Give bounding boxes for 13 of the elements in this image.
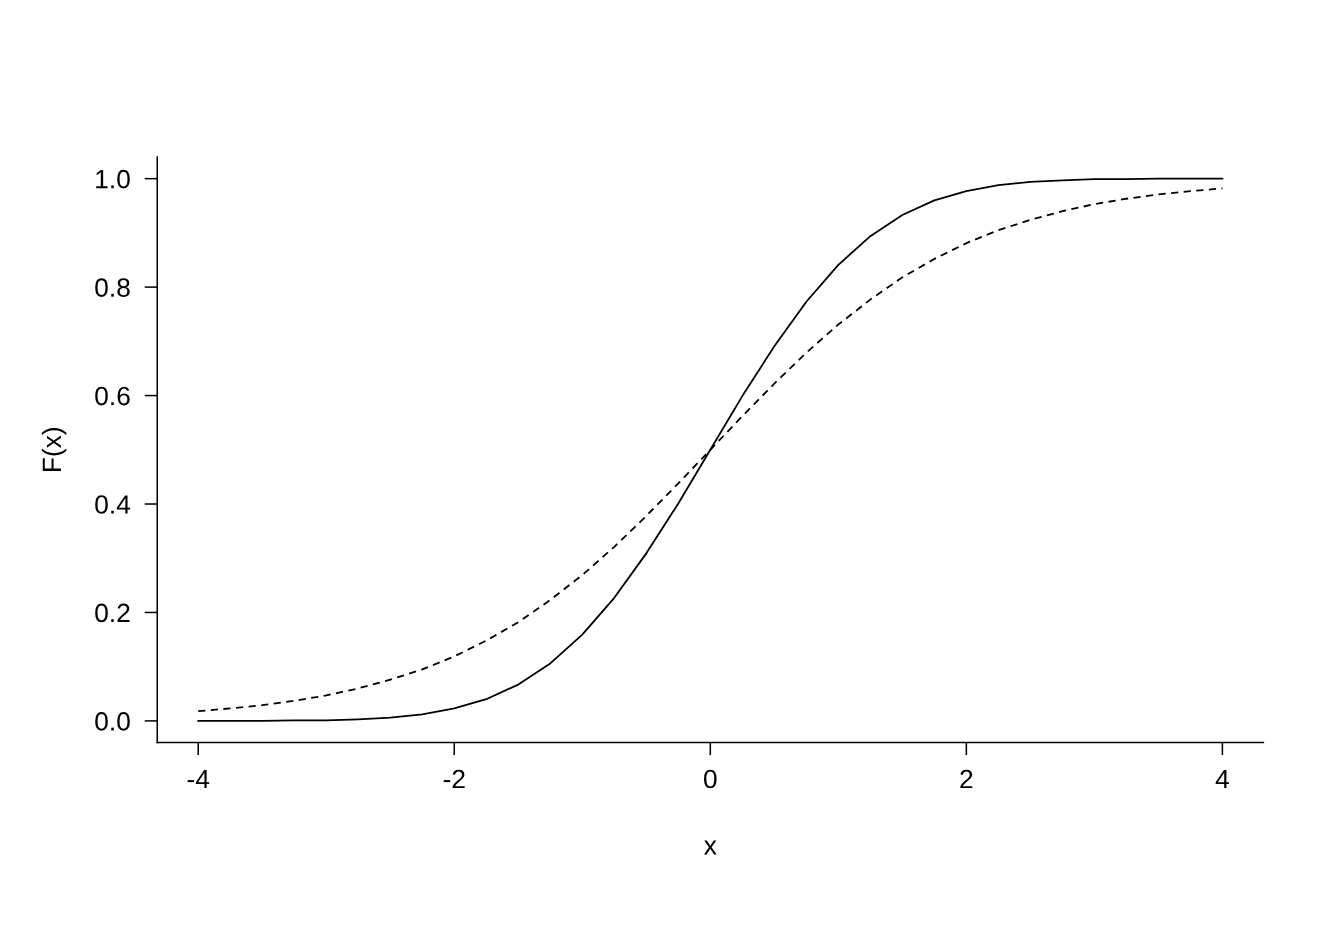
- y-tick-label: 0.8: [95, 278, 130, 297]
- y-axis-title: F(x): [41, 427, 67, 472]
- x-tick-label: -4: [187, 769, 210, 789]
- y-tick-label: 0.6: [95, 386, 130, 406]
- y-tick-label: 0.0: [95, 712, 130, 731]
- x-tick-label: -2: [443, 769, 465, 789]
- y-tick-label: 1.0: [96, 169, 130, 189]
- x-tick-label: 4: [1215, 769, 1229, 789]
- x-tick-label: 2: [960, 769, 973, 789]
- x-tick-label: 0: [704, 769, 717, 789]
- y-tick-label: 0.2: [95, 603, 130, 623]
- y-tick-label: 0.4: [95, 495, 131, 514]
- x-axis-title: x: [704, 840, 717, 855]
